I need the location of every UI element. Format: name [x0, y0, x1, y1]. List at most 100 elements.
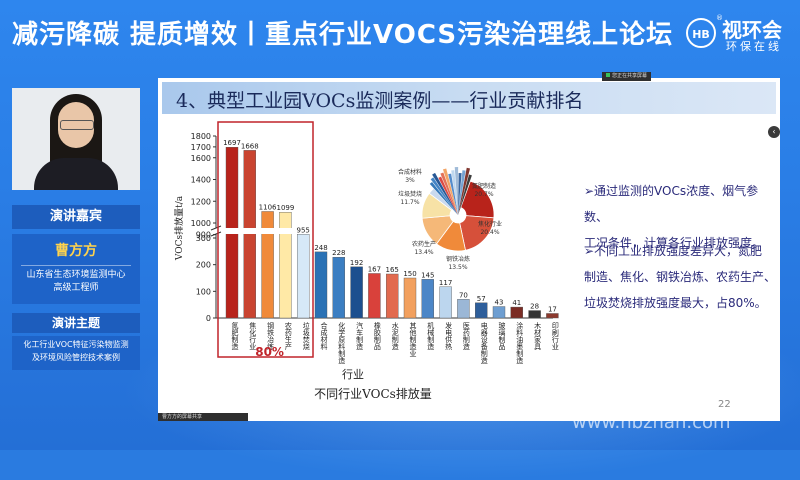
- y-tick-label: 200: [196, 261, 211, 270]
- banner-title: 减污降碳 提质增效丨重点行业VOCS污染治理线上论坛: [12, 20, 674, 50]
- speaker-info-panel: 曹方方 山东省生态环境监测中心 高级工程师: [12, 234, 140, 304]
- speaker-glasses: [60, 120, 94, 130]
- y-tick-label: 1000: [191, 219, 211, 228]
- pie-value-label: 20.7%: [474, 191, 493, 198]
- x-axis-label: 行业: [342, 368, 364, 381]
- slide-title: 4、典型工业园VOCs监测案例——行业贡献排名: [176, 90, 584, 112]
- bar-value-label: 28: [530, 303, 539, 311]
- bar: [403, 277, 417, 319]
- pie-minor-slice: [448, 173, 458, 215]
- bar-value-label: 228: [332, 249, 345, 257]
- axis-break-gap: [212, 228, 220, 234]
- pie-minor-slice: [458, 170, 466, 215]
- bullet-1: ➢通过监测的VOCs浓度、烟气参数、 工况条件，计算各行业排放强度。: [584, 178, 780, 256]
- bar-value-label: 150: [403, 270, 416, 278]
- category-label: 电器设备制造: [480, 321, 488, 365]
- bar-value-label: 167: [368, 265, 381, 273]
- bar: [510, 306, 523, 319]
- bar: [296, 234, 310, 319]
- slide-page-number: 22: [718, 399, 731, 410]
- category-label: 氮肥制造: [231, 321, 239, 351]
- speaker-video: [12, 88, 140, 190]
- category-label: 合成材料: [320, 321, 328, 351]
- category-label: 玻璃制品: [498, 321, 506, 351]
- highlight-label: 80%: [255, 345, 284, 359]
- highlight-box: [217, 121, 314, 358]
- y-tick-label: 100: [196, 287, 211, 296]
- bar: [421, 279, 434, 319]
- chart-caption: 不同行业VOCs排放量: [314, 386, 432, 401]
- bar-value-label: 41: [512, 299, 521, 307]
- bar-break-gap: [260, 228, 275, 234]
- screen-share-footer[interactable]: 曹方方的屏幕共享: [158, 413, 248, 421]
- slide-header: 4、典型工业园VOCs监测案例——行业贡献排名: [162, 82, 776, 114]
- topic-line-2: 及环境风险管控技术案例: [32, 353, 120, 362]
- category-label: 印刷行业: [551, 322, 559, 350]
- share-status-icon: [606, 73, 610, 77]
- pie-minor-slice: [442, 168, 458, 215]
- axis-break-mark: [210, 225, 222, 237]
- category-label: 汽车制造: [356, 321, 364, 351]
- bullet-2-line-2: 制造、焦化、钢铁冶炼、农药生产、: [584, 270, 777, 284]
- category-label: 橡胶制品: [373, 321, 381, 351]
- bar-break-gap: [296, 228, 311, 234]
- bar: [314, 251, 328, 319]
- pie-label: 合成材料: [398, 168, 422, 176]
- bar: [457, 299, 470, 319]
- topic-label: 演讲主题: [12, 313, 140, 333]
- bar-value-label: 955: [297, 226, 310, 234]
- pie-minor-slice: [454, 167, 459, 215]
- site-watermark: www.hbzhan.com: [572, 412, 731, 433]
- y-tick-label: 0: [206, 314, 211, 323]
- pie-value-label: 11.7%: [400, 199, 419, 206]
- bar-value-label: 192: [350, 259, 363, 267]
- pie-minor-slice: [440, 172, 458, 215]
- pie-label: 农药生产: [412, 240, 436, 248]
- topic-line-1: 化工行业VOC特征污染物监测: [23, 340, 129, 349]
- pie-label: 焦化行业: [478, 220, 502, 228]
- category-label: 其他制造业: [409, 322, 417, 357]
- pie-label: 垃圾焚烧: [398, 190, 422, 198]
- category-label: 垃圾焚烧: [302, 321, 310, 351]
- bar: [243, 150, 257, 319]
- y-tick-label: 900: [196, 231, 211, 240]
- bullet-1-line-1: ➢通过监测的VOCs浓度、烟气参数、: [584, 184, 759, 224]
- pie-minor-slice: [458, 174, 472, 215]
- pie-minor-slice: [458, 167, 471, 215]
- screen-share-notice[interactable]: 您正在共享屏幕: [602, 72, 652, 81]
- y-tick-label: 1400: [191, 176, 211, 185]
- bar: [261, 211, 274, 319]
- bar: [439, 286, 452, 319]
- pie-slice: [460, 180, 495, 219]
- collapse-panel-button[interactable]: ‹: [768, 126, 780, 138]
- logo-mark-icon: HB: [686, 18, 716, 48]
- bar-value-label: 17: [548, 305, 557, 313]
- bar: [528, 310, 541, 319]
- bullet-2: ➢不同工业排放强度差异大，氮肥 制造、焦化、钢铁冶炼、农药生产、 垃圾焚烧排放强…: [584, 238, 776, 316]
- speaker-title: 高级工程师: [53, 283, 99, 293]
- bar: [332, 256, 346, 319]
- category-label: 医药制造: [462, 322, 470, 351]
- y-tick-label: 1800: [191, 132, 211, 141]
- bullet-2-line-1: ➢不同工业排放强度差异大，氮肥: [584, 244, 763, 258]
- logo-registered-mark: ®: [716, 14, 723, 22]
- y-tick-label: 1200: [191, 197, 211, 206]
- bar: [492, 306, 506, 319]
- share-notice-text: 您正在共享屏幕: [612, 73, 648, 79]
- pie-minor-slice: [429, 181, 458, 215]
- bar: [279, 212, 292, 319]
- pie-minor-slice: [451, 170, 458, 215]
- pie-slice: [459, 215, 495, 251]
- pie-value-label: 20.4%: [480, 229, 499, 236]
- brand-logo: HB ® 视环会 环保在线: [686, 14, 794, 54]
- bar-value-label: 1668: [241, 142, 259, 150]
- category-label: 发电供热: [445, 321, 453, 351]
- bar: [385, 273, 399, 319]
- bullet-2-line-3: 垃圾焚烧排放强度最大，占80%。: [584, 296, 767, 310]
- speaker-face: [58, 102, 94, 148]
- presentation-slide: 4、典型工业园VOCs监测案例——行业贡献排名 1800 1700 1600 1400…: [158, 78, 780, 421]
- bar-value-label: 1697: [223, 139, 241, 147]
- y-tick-label: 1700: [191, 143, 211, 152]
- logo-subtitle: 环保在线: [726, 40, 782, 53]
- bar-value-label: 145: [421, 271, 434, 279]
